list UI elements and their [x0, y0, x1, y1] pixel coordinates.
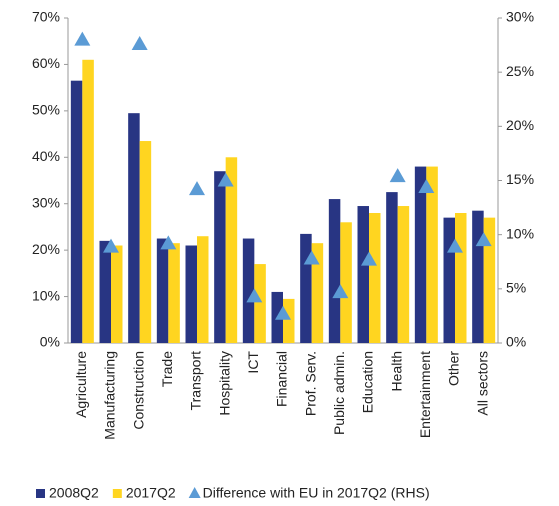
triangle-marker — [246, 288, 263, 303]
triangle-marker — [217, 172, 234, 187]
y-tick-label: 20% — [32, 241, 60, 257]
bar — [397, 206, 410, 343]
bar — [99, 240, 111, 343]
bar — [483, 217, 496, 343]
triangle-marker — [131, 36, 148, 50]
bar — [156, 238, 169, 343]
bar — [70, 80, 83, 343]
triangle-marker — [389, 168, 406, 183]
y-tick-label: 60% — [32, 55, 60, 71]
bar — [185, 245, 197, 343]
triangle-marker — [361, 251, 377, 266]
x-tick-label: Trade — [159, 351, 175, 387]
triangle-marker — [275, 305, 291, 320]
bar — [340, 222, 352, 343]
triangle-marker — [332, 284, 349, 299]
y2-tick-label: 25% — [506, 63, 534, 79]
x-tick-label: Public admin. — [331, 351, 347, 435]
bar — [139, 141, 152, 343]
bar — [328, 199, 341, 343]
triangle-marker — [189, 181, 205, 196]
x-tick-label: All sectors — [474, 351, 490, 416]
x-tick-label: Agriculture — [73, 351, 89, 418]
bar — [111, 245, 123, 343]
y-tick-label: 70% — [32, 9, 60, 25]
bar — [197, 236, 209, 343]
x-tick-label: Other — [446, 351, 462, 386]
bar — [426, 166, 438, 343]
bar — [472, 210, 484, 343]
x-tick-label: ICT — [245, 351, 261, 374]
bar — [82, 59, 94, 344]
x-tick-label: Hospitality — [216, 351, 232, 416]
y-tick-label: 10% — [32, 287, 60, 303]
bar — [168, 243, 180, 343]
y-tick-label: 40% — [32, 148, 60, 164]
x-tick-label: Construction — [130, 351, 146, 430]
x-tick-label: Prof. Serv. — [302, 351, 318, 416]
legend-swatch — [188, 487, 201, 498]
y-tick-label: 0% — [40, 334, 60, 350]
legend-swatch — [36, 489, 45, 498]
x-tick-label: Education — [360, 351, 376, 413]
legend-label: 2008Q2 — [49, 485, 99, 501]
x-tick-label: Transport — [188, 351, 204, 411]
triangle-marker — [475, 232, 492, 247]
bar — [242, 238, 255, 343]
y2-tick-label: 20% — [506, 117, 534, 133]
bar — [225, 157, 238, 343]
bar — [357, 206, 369, 343]
bar — [254, 264, 266, 343]
bar — [443, 217, 455, 343]
bar — [311, 243, 324, 343]
bar — [214, 171, 226, 343]
triangle-marker — [103, 238, 119, 253]
x-tick-label: Health — [388, 351, 404, 391]
y2-tick-label: 0% — [506, 334, 526, 350]
legend-label: Difference with EU in 2017Q2 (RHS) — [203, 485, 430, 501]
y-tick-label: 50% — [32, 102, 60, 118]
y2-tick-label: 5% — [506, 280, 526, 296]
bar — [300, 233, 312, 343]
bar — [386, 192, 398, 343]
bar — [369, 213, 381, 343]
y2-tick-label: 30% — [506, 9, 534, 25]
bar — [283, 298, 295, 343]
bar — [455, 213, 467, 343]
x-tick-label: Financial — [274, 351, 290, 407]
triangle-marker — [303, 250, 320, 265]
y-tick-label: 30% — [32, 194, 60, 210]
y2-tick-label: 15% — [506, 171, 534, 187]
triangle-marker — [160, 235, 177, 250]
bar — [128, 113, 140, 343]
triangle-marker — [74, 31, 91, 46]
y2-tick-label: 10% — [506, 225, 534, 241]
legend-label: 2017Q2 — [126, 485, 176, 501]
x-tick-label: Manufacturing — [102, 351, 118, 440]
triangle-marker — [447, 238, 463, 253]
x-tick-label: Entertainment — [417, 351, 433, 438]
bar — [414, 166, 427, 343]
triangle-marker — [418, 179, 435, 193]
legend-swatch — [112, 489, 122, 498]
